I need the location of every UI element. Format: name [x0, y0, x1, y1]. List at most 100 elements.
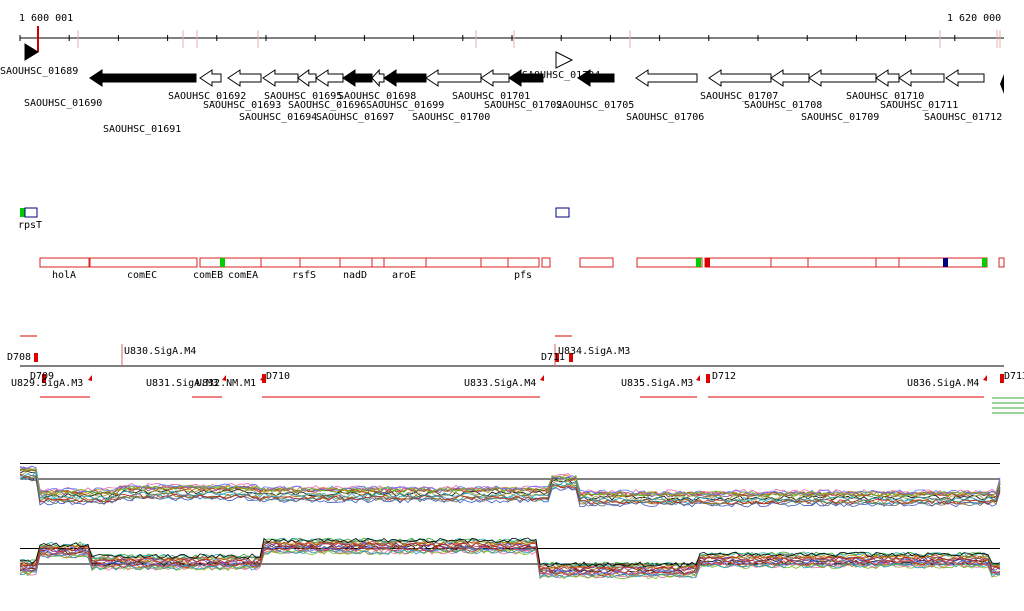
gene-label: SAOUHSC_01692	[168, 91, 246, 102]
promoter-label: U834.SigA.M3	[558, 346, 630, 357]
gene-label: SAOUHSC_01698	[338, 91, 416, 102]
operon-box	[260, 257, 301, 268]
operon-box	[299, 257, 341, 268]
gene-arrow	[770, 69, 810, 87]
tss-label: D713	[1004, 371, 1024, 382]
operon-box	[541, 257, 551, 268]
operon-marker	[943, 258, 948, 267]
feature-box	[24, 207, 38, 218]
gene-label: SAOUHSC_01700	[412, 112, 490, 123]
operon-label: comEC	[127, 270, 157, 281]
tss-marker	[555, 353, 559, 362]
operon-label: comEA	[228, 270, 258, 281]
tss-marker	[34, 353, 38, 362]
promoter-label: U831.SigA.M3	[146, 378, 218, 389]
profile-trace	[19, 541, 1001, 572]
operon-box	[636, 257, 703, 268]
tss-label: D708	[7, 352, 31, 363]
gene-label: SAOUHSC_01693	[203, 100, 281, 111]
gene-arrow	[89, 69, 197, 87]
gene-arrow	[555, 51, 574, 69]
tss-label: D709	[30, 371, 54, 382]
profile-trace	[19, 468, 1001, 497]
gene-label: SAOUHSC_01696	[288, 100, 366, 111]
promoter-tss-track[interactable]: D708 D709 D710 D711 D712 D713 U829.SigA.M3 U830…	[7, 335, 1024, 414]
operon-marker	[220, 258, 225, 267]
profile-trace	[19, 471, 1001, 503]
gene-label: SAOUHSC_01690	[24, 98, 102, 109]
gene-label: SAOUHSC_01710	[846, 91, 924, 102]
feature-label: rpsT	[18, 220, 42, 231]
operon-box	[222, 257, 262, 268]
gene-label: SAOUHSC_01711	[880, 100, 958, 111]
tss-label: D710	[266, 371, 290, 382]
gene-arrow	[315, 69, 344, 87]
profile-trace	[19, 468, 1001, 498]
gene-annotation-track[interactable]: SAOUHSC_01689 SAOUHSC_01690 SAOUHSC_01691 S…	[0, 43, 1004, 135]
promoter-flag	[260, 375, 264, 381]
operon-marker	[696, 258, 701, 267]
coordinate-ruler	[19, 26, 1004, 52]
operon-box	[383, 257, 427, 268]
promoter-label: U832.NM.M1	[196, 378, 256, 389]
tss-label: D711	[541, 352, 565, 363]
operon-box	[998, 257, 1005, 268]
promoter-label: U833.SigA.M4	[464, 378, 536, 389]
feature-track[interactable]: rpsT	[18, 207, 570, 231]
ruler-start-label: 1 600 001	[19, 13, 74, 24]
feature-box	[555, 207, 570, 218]
tss-marker	[42, 374, 46, 383]
operon-box	[89, 257, 198, 268]
promoter-label: U830.SigA.M4	[124, 346, 196, 357]
gene-arrow	[262, 69, 299, 87]
promoter-flag	[540, 375, 544, 381]
gene-arrow	[635, 69, 698, 87]
profile-trace	[19, 540, 1001, 571]
gene-arrow	[425, 69, 482, 87]
gene-label: SAOUHSC_01712	[924, 112, 1002, 123]
operon-box	[807, 257, 877, 268]
promoter-flag	[983, 375, 987, 381]
operon-box	[425, 257, 482, 268]
gene-label: SAOUHSC_01697	[316, 112, 394, 123]
operon-box	[507, 257, 540, 268]
gene-arrow	[24, 43, 39, 61]
operon-box	[480, 257, 509, 268]
operon-marker	[705, 258, 710, 267]
gene-label: SAOUHSC_01702	[484, 100, 562, 111]
gene-label: SAOUHSC_01695	[264, 91, 342, 102]
operon-box	[898, 257, 946, 268]
profile-trace	[19, 474, 1001, 505]
gene-label: SAOUHSC_01689	[0, 66, 78, 77]
gene-label: SAOUHSC_01691	[103, 124, 181, 135]
gene-arrow	[875, 69, 900, 87]
gene-label: SAOUHSC_01708	[744, 100, 822, 111]
gene-label: SAOUHSC_01707	[700, 91, 778, 102]
gene-label: SAOUHSC_01706	[626, 112, 704, 123]
operon-track[interactable]: holA comEC comEB comEA rsfS nadD aroE pfs	[39, 257, 1005, 281]
tss-marker	[1000, 374, 1004, 383]
operon-box	[875, 257, 900, 268]
operon-label: pfs	[514, 270, 532, 281]
operon-box	[579, 257, 614, 268]
operon-box	[944, 257, 988, 268]
promoter-flag	[88, 375, 92, 381]
promoter-flag	[696, 375, 700, 381]
gene-arrow	[577, 69, 615, 87]
profile-trace	[19, 548, 1001, 579]
operon-label: rsfS	[292, 270, 316, 281]
expression-profile-tracks	[19, 463, 1001, 580]
gene-label: SAOUHSC_01694	[239, 112, 317, 123]
ruler-end-label: 1 620 000	[947, 13, 1002, 24]
profile-trace	[19, 465, 1001, 495]
promoter-flag	[222, 375, 226, 381]
promoter-label: U829.SigA.M3	[11, 378, 83, 389]
operon-box	[770, 257, 809, 268]
gene-arrow	[383, 69, 427, 87]
profile-trace	[19, 546, 1001, 577]
gene-label: SAOUHSC_01699	[366, 100, 444, 111]
profile-trace	[19, 537, 1001, 568]
gene-arrow	[227, 69, 262, 87]
operon-box	[339, 257, 373, 268]
